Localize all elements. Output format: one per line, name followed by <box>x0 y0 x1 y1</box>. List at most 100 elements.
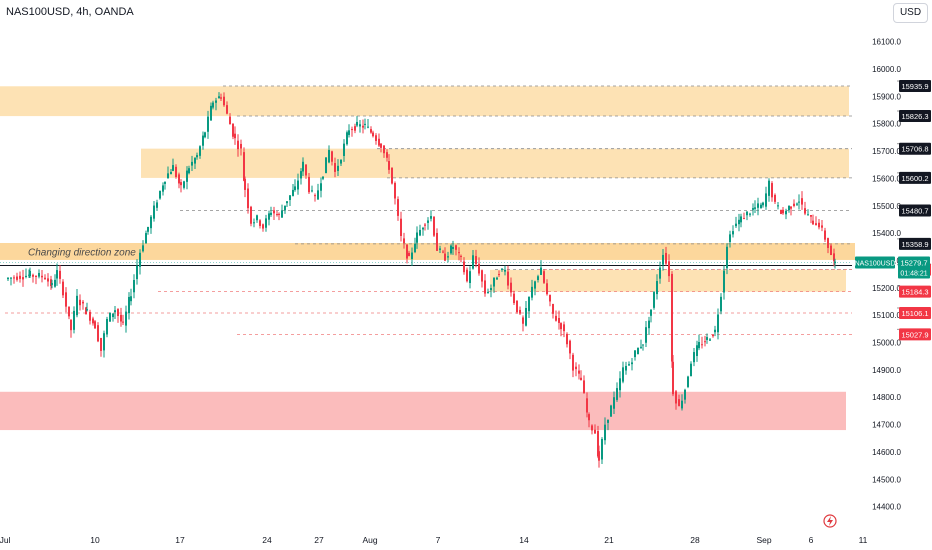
candle-body <box>768 180 770 196</box>
candle-body <box>262 224 264 229</box>
candle-body <box>684 389 686 400</box>
candle-body <box>597 430 599 457</box>
candle-body <box>270 212 272 215</box>
candle-body <box>351 129 353 131</box>
candle-body <box>7 277 9 280</box>
candle-body <box>569 340 571 354</box>
candle-body <box>516 300 518 313</box>
candle-body <box>268 213 270 220</box>
candle-body <box>531 286 533 298</box>
candle-body <box>631 362 633 365</box>
currency-button[interactable]: USD <box>893 3 928 23</box>
candle-body <box>199 146 201 156</box>
price-label-text: 15480.7 <box>901 207 928 216</box>
candle-body <box>583 380 585 394</box>
candle-body <box>215 100 217 103</box>
candle-body <box>109 312 111 322</box>
candle-body <box>325 157 327 174</box>
price-label-box <box>899 110 931 123</box>
candle-body <box>762 202 764 206</box>
candle-body <box>383 145 385 154</box>
candle-body <box>35 275 37 277</box>
candle-body <box>810 214 812 217</box>
candle-body <box>754 207 756 209</box>
candle-body <box>712 334 714 337</box>
candle-body <box>305 164 307 176</box>
candle-body <box>752 208 754 210</box>
candle-body <box>510 282 512 293</box>
candle-body <box>243 152 245 181</box>
candle-body <box>196 155 198 158</box>
price-tick-label: 15200.0 <box>872 284 901 293</box>
candle-body <box>645 327 647 343</box>
candle-body <box>388 161 390 170</box>
candle-body <box>153 205 155 219</box>
candle-body <box>444 253 446 261</box>
zone-supply <box>0 86 849 117</box>
candle-body <box>575 366 577 370</box>
symbol-title: NAS100USD, 4h, OANDA <box>6 6 134 18</box>
candle-body <box>558 317 560 323</box>
candle-body <box>340 160 342 164</box>
candle-body <box>416 232 418 243</box>
candle-body <box>32 274 34 277</box>
candle-body <box>406 244 408 259</box>
price-label-text: 15358.9 <box>901 240 928 249</box>
candle-body <box>648 320 650 329</box>
time-tick-label: 14 <box>519 535 529 545</box>
candle-body <box>496 277 498 280</box>
price-label-box <box>899 142 931 155</box>
candle-body <box>821 225 823 228</box>
candle-body <box>653 292 655 308</box>
candle-body <box>259 220 261 226</box>
candle-body <box>56 270 58 279</box>
candle-body <box>484 280 486 294</box>
candle-body <box>419 229 421 236</box>
candle-body <box>328 150 330 163</box>
candle-body <box>671 273 673 362</box>
price-label-box <box>899 306 931 319</box>
candle-body <box>436 232 438 251</box>
candle-body <box>796 203 798 205</box>
candle-body <box>226 105 228 114</box>
candle-body <box>408 252 410 256</box>
candle-body <box>359 124 361 127</box>
candle-body <box>447 256 449 258</box>
candle-body <box>229 116 231 125</box>
candle-body <box>62 281 64 296</box>
candle-body <box>164 181 166 184</box>
candle-body <box>818 222 820 228</box>
candle-body <box>370 129 372 133</box>
candle-body <box>346 132 348 145</box>
price-tick-label: 15000.0 <box>872 339 901 348</box>
candle-body <box>70 319 72 331</box>
candle-body <box>578 370 580 374</box>
time-tick-label: Jul <box>0 535 11 545</box>
candle-body <box>706 337 708 340</box>
candle-body <box>656 281 658 295</box>
candle-body <box>555 315 557 321</box>
candle-body <box>276 214 278 216</box>
candle-body <box>439 248 441 250</box>
candle-body <box>463 261 465 273</box>
zones-layer: Changing direction zone <box>0 86 855 431</box>
zone-strong-demand <box>0 391 846 431</box>
candle-body <box>256 215 258 221</box>
price-label-text: 15184.3 <box>901 288 928 297</box>
price-label-tick <box>897 286 899 288</box>
candle-body <box>162 185 164 192</box>
candle-body <box>490 288 492 291</box>
candle-body <box>804 208 806 214</box>
candle-body <box>543 271 545 283</box>
alert-icon[interactable] <box>823 514 837 528</box>
candle-body <box>790 206 792 209</box>
candle-body <box>86 309 88 311</box>
candle-body <box>720 296 722 312</box>
candle-body <box>735 223 737 227</box>
candle-body <box>812 220 814 225</box>
candle-body <box>59 270 61 279</box>
candle-body <box>610 405 612 417</box>
price-axis: 14400.0 14500.0 14600.0 14700.0 14800.0 14900… <box>872 38 901 512</box>
